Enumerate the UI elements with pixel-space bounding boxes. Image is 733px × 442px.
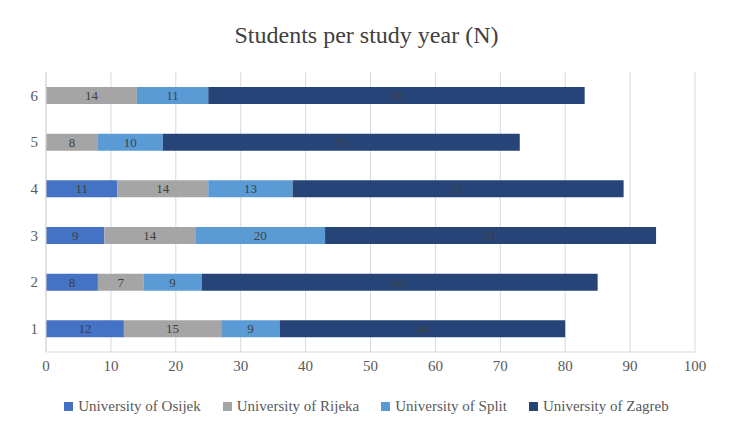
svg-text:50: 50	[363, 358, 378, 374]
svg-text:10: 10	[103, 358, 118, 374]
svg-text:11: 11	[166, 88, 179, 103]
svg-text:40: 40	[298, 358, 313, 374]
svg-text:4: 4	[31, 181, 39, 197]
svg-text:51: 51	[452, 181, 465, 196]
html-text:University of Osijek: University of Osijek	[78, 398, 201, 414]
svg-text:5: 5	[31, 134, 39, 150]
svg-text:9: 9	[247, 321, 254, 336]
svg-text:11: 11	[75, 181, 88, 196]
svg-text:20: 20	[168, 358, 183, 374]
svg-text:6: 6	[31, 88, 39, 104]
svg-text:60: 60	[428, 358, 443, 374]
svg-text:51: 51	[484, 228, 497, 243]
svg-text:15: 15	[166, 321, 179, 336]
svg-text:7: 7	[117, 275, 124, 290]
svg-text:70: 70	[493, 358, 508, 374]
svg-text:20: 20	[254, 228, 267, 243]
svg-text:44: 44	[416, 321, 430, 336]
svg-text:10: 10	[124, 135, 137, 150]
svg-text:14: 14	[156, 181, 170, 196]
html-text:Students per study year (N): Students per study year (N)	[234, 22, 499, 48]
svg-text:14: 14	[143, 228, 157, 243]
svg-text:8: 8	[69, 135, 76, 150]
svg-text:14: 14	[85, 88, 99, 103]
svg-text:55: 55	[335, 135, 348, 150]
svg-text:58: 58	[390, 88, 403, 103]
svg-text:3: 3	[31, 228, 39, 244]
svg-text:90: 90	[623, 358, 638, 374]
svg-text:0: 0	[42, 358, 50, 374]
html-text:University of Zagreb: University of Zagreb	[542, 398, 669, 414]
html-text:University of Rijeka: University of Rijeka	[236, 398, 360, 414]
svg-text:80: 80	[558, 358, 573, 374]
svg-text:61: 61	[393, 275, 406, 290]
svg-text:12: 12	[78, 321, 91, 336]
svg-text:9: 9	[169, 275, 176, 290]
svg-text:1: 1	[31, 321, 39, 337]
svg-text:100: 100	[684, 358, 707, 374]
svg-text:9: 9	[72, 228, 79, 243]
svg-text:13: 13	[244, 181, 257, 196]
svg-text:30: 30	[233, 358, 248, 374]
svg-text:2: 2	[31, 274, 39, 290]
svg-text:8: 8	[69, 275, 76, 290]
html-text:University of Split: University of Split	[395, 398, 507, 414]
